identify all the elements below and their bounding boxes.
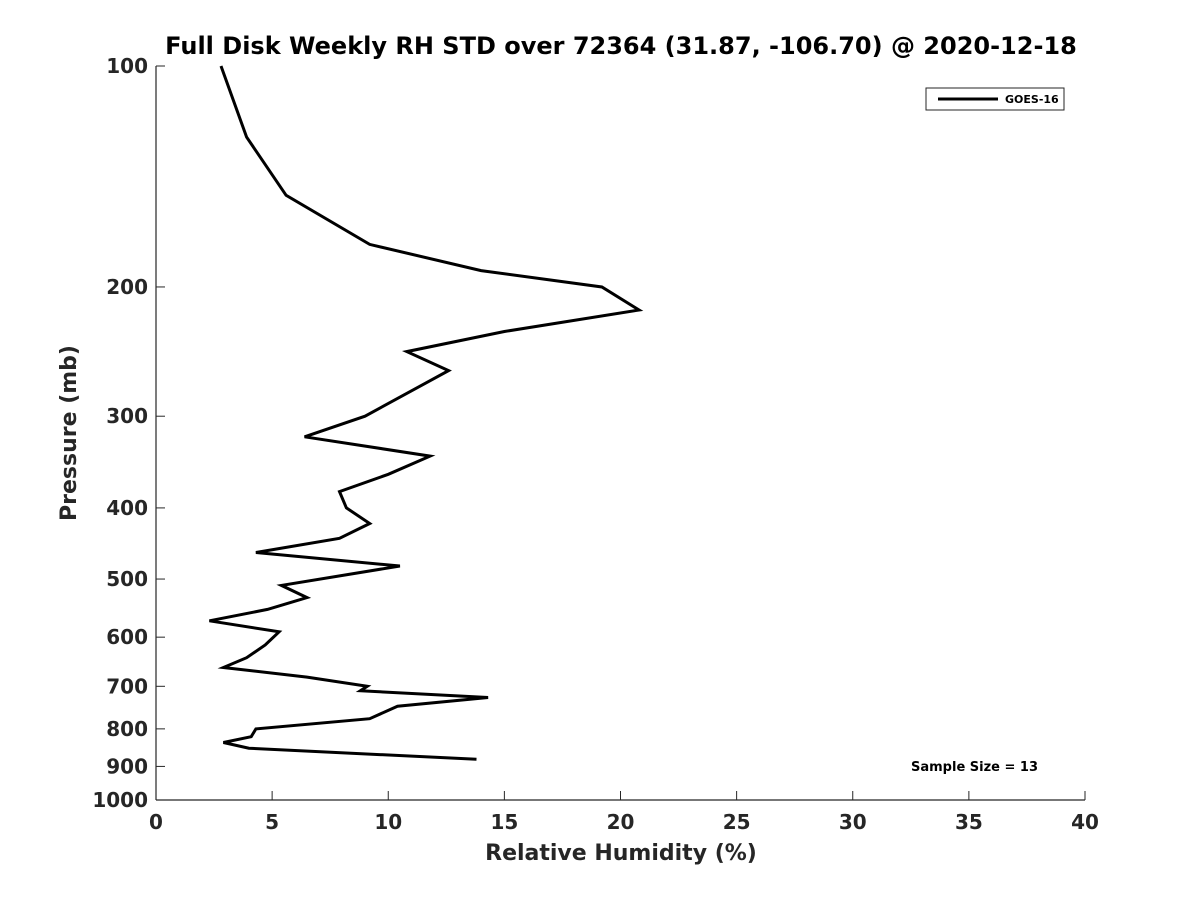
y-tick-label: 300 — [106, 404, 148, 428]
series-group — [209, 65, 644, 761]
x-tick-label: 15 — [490, 810, 518, 834]
y-tick-label: 700 — [106, 674, 148, 698]
legend-label: GOES-16 — [1005, 93, 1059, 106]
x-tick-label: 25 — [723, 810, 751, 834]
x-tick-label: 40 — [1071, 810, 1099, 834]
x-ticks: 0 5 10 15 20 25 30 35 40 — [149, 791, 1099, 834]
sample-size-annotation: Sample Size = 13 — [911, 760, 1038, 775]
y-tick-label: 400 — [106, 496, 148, 520]
x-tick-label: 0 — [149, 810, 163, 834]
chart-title: Full Disk Weekly RH STD over 72364 (31.8… — [165, 32, 1077, 60]
y-tick-label: 1000 — [92, 788, 148, 812]
y-tick-label: 200 — [106, 275, 148, 299]
y-ticks: 100 200 300 400 500 600 700 800 900 1000 — [92, 54, 165, 812]
legend: GOES-16 — [925, 87, 1065, 111]
y-tick-label: 100 — [106, 54, 148, 78]
y-tick-label: 900 — [106, 754, 148, 778]
x-tick-label: 35 — [955, 810, 983, 834]
y-axis-label: Pressure (mb) — [57, 345, 82, 521]
x-tick-label: 20 — [607, 810, 635, 834]
x-tick-label: 10 — [374, 810, 402, 834]
plot-area — [155, 66, 1085, 801]
x-tick-label: 30 — [839, 810, 867, 834]
x-tick-label: 5 — [265, 810, 279, 834]
x-axis-label: Relative Humidity (%) — [485, 841, 757, 866]
y-tick-label: 800 — [106, 717, 148, 741]
series-line-goes-16 — [209, 65, 644, 761]
y-tick-label: 500 — [106, 567, 148, 591]
y-tick-label: 600 — [106, 625, 148, 649]
